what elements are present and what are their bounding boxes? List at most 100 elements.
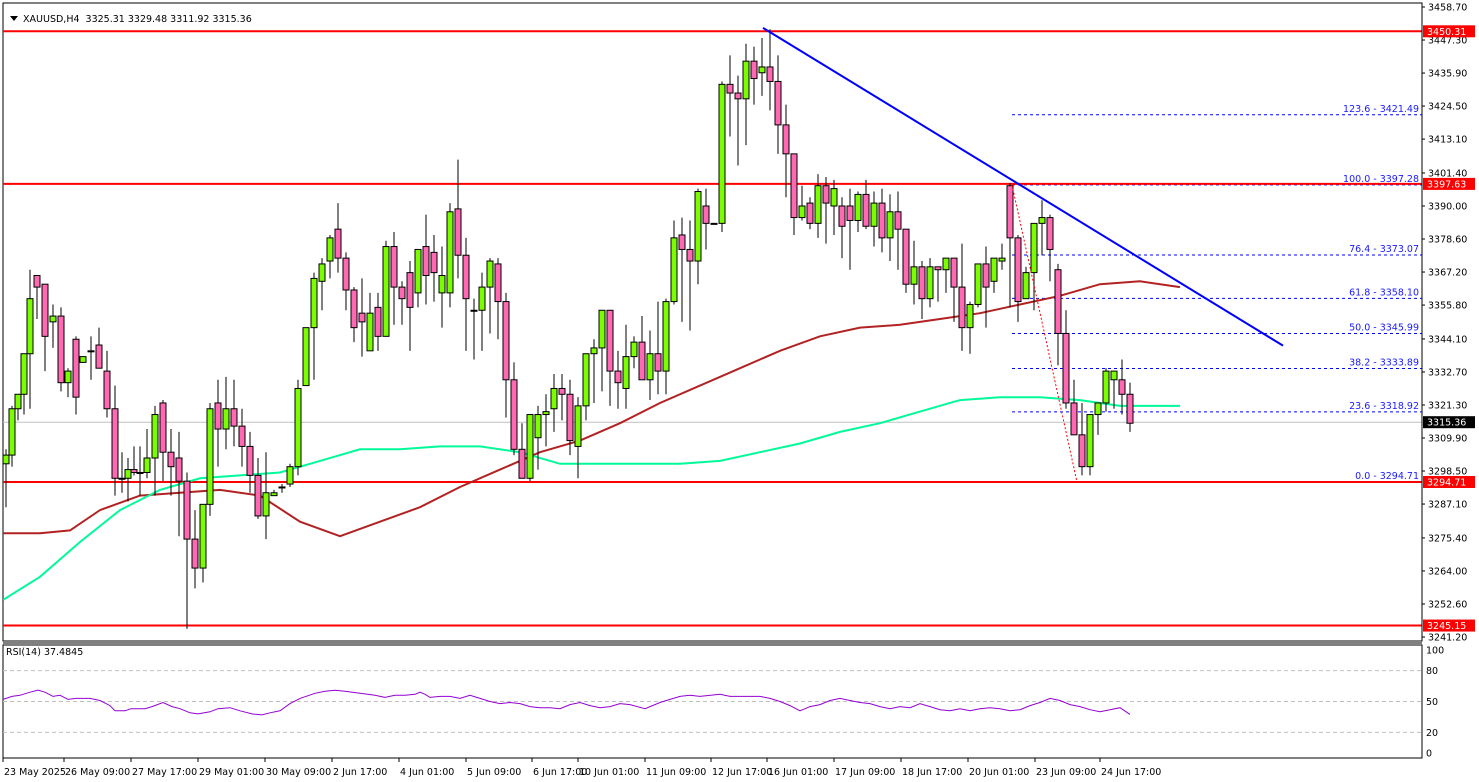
bull-candle[interactable]: [814, 185, 822, 224]
bull-candle[interactable]: [8, 408, 16, 456]
bear-candle[interactable]: [614, 370, 622, 384]
bear-candle[interactable]: [111, 408, 119, 479]
bear-candle[interactable]: [390, 246, 398, 288]
bull-candle[interactable]: [20, 353, 28, 395]
bull-candle[interactable]: [124, 469, 132, 479]
bear-candle[interactable]: [982, 263, 990, 288]
bear-candle[interactable]: [934, 266, 942, 271]
bull-candle[interactable]: [199, 503, 207, 569]
symbol-header[interactable]: XAUUSD,H4 3325.31 3329.48 3311.92 3315.3…: [4, 3, 252, 25]
bull-candle[interactable]: [646, 353, 654, 381]
bear-candle[interactable]: [894, 211, 902, 230]
bull-candle[interactable]: [622, 356, 630, 389]
bull-candle[interactable]: [1094, 402, 1102, 416]
bear-candle[interactable]: [1014, 237, 1022, 303]
bear-candle[interactable]: [822, 185, 830, 204]
bull-candle[interactable]: [870, 202, 878, 227]
bear-candle[interactable]: [350, 289, 358, 329]
bear-candle[interactable]: [72, 338, 80, 398]
bull-candle[interactable]: [446, 211, 454, 294]
bear-candle[interactable]: [95, 344, 103, 369]
bear-candle[interactable]: [454, 208, 462, 256]
bear-candle[interactable]: [462, 254, 470, 300]
bear-candle[interactable]: [638, 341, 646, 381]
bull-candle[interactable]: [1102, 370, 1110, 404]
bear-candle[interactable]: [374, 306, 382, 337]
bear-candle[interactable]: [654, 353, 662, 372]
bull-candle[interactable]: [326, 237, 334, 262]
bull-candle[interactable]: [3, 454, 10, 465]
bear-candle[interactable]: [686, 248, 694, 262]
bull-candle[interactable]: [26, 298, 34, 355]
bull-candle[interactable]: [302, 327, 310, 387]
bear-candle[interactable]: [230, 408, 238, 427]
bear-candle[interactable]: [175, 457, 183, 482]
bull-candle[interactable]: [414, 248, 422, 294]
fib-anchor-line[interactable]: [1011, 184, 1078, 483]
bear-candle[interactable]: [950, 257, 958, 288]
bear-candle[interactable]: [702, 205, 710, 224]
bear-candle[interactable]: [750, 60, 758, 80]
bear-candle[interactable]: [167, 451, 175, 468]
bull-candle[interactable]: [694, 191, 702, 262]
bull-candle[interactable]: [990, 257, 998, 282]
bull-candle[interactable]: [486, 260, 494, 288]
bear-candle[interactable]: [1054, 269, 1062, 334]
bull-candle[interactable]: [151, 414, 159, 459]
bear-candle[interactable]: [494, 263, 502, 303]
bull-candle[interactable]: [278, 486, 286, 489]
bear-candle[interactable]: [103, 370, 111, 410]
bull-candle[interactable]: [136, 471, 144, 474]
bear-candle[interactable]: [1046, 217, 1054, 250]
descending-trendline[interactable]: [762, 27, 1284, 347]
bull-candle[interactable]: [886, 211, 894, 239]
bull-candle[interactable]: [630, 341, 638, 358]
bear-candle[interactable]: [838, 205, 846, 227]
bull-candle[interactable]: [550, 387, 558, 410]
bull-candle[interactable]: [206, 408, 214, 505]
bear-candle[interactable]: [1062, 332, 1070, 404]
bull-candle[interactable]: [294, 387, 302, 468]
bear-candle[interactable]: [183, 480, 191, 540]
bear-candle[interactable]: [862, 193, 870, 227]
bear-candle[interactable]: [191, 538, 199, 569]
bull-candle[interactable]: [143, 457, 151, 473]
bear-candle[interactable]: [958, 286, 966, 329]
bear-candle[interactable]: [342, 257, 350, 291]
bull-candle[interactable]: [286, 466, 294, 485]
bull-candle[interactable]: [670, 237, 678, 303]
bear-candle[interactable]: [1070, 402, 1078, 436]
bull-candle[interactable]: [382, 246, 390, 337]
bear-candle[interactable]: [57, 315, 65, 384]
bull-candle[interactable]: [710, 222, 718, 225]
bear-candle[interactable]: [726, 83, 734, 94]
bear-candle[interactable]: [510, 379, 518, 450]
bear-candle[interactable]: [398, 286, 406, 300]
bull-candle[interactable]: [534, 414, 542, 439]
bear-candle[interactable]: [806, 202, 814, 224]
rsi-plot-area[interactable]: [2, 644, 1423, 759]
bull-candle[interactable]: [1022, 272, 1030, 300]
bear-candle[interactable]: [358, 312, 366, 323]
price-plot-area[interactable]: 161.8 - 3460.67 123.6 - 3421.49 100.0 - 33…: [2, 0, 1423, 644]
bull-candle[interactable]: [470, 309, 478, 312]
bull-candle[interactable]: [49, 315, 57, 323]
bear-candle[interactable]: [334, 228, 342, 259]
bear-candle[interactable]: [41, 283, 49, 337]
bear-candle[interactable]: [734, 92, 742, 100]
bull-candle[interactable]: [718, 83, 726, 224]
bull-candle[interactable]: [270, 492, 278, 497]
bull-candle[interactable]: [590, 347, 598, 355]
bear-candle[interactable]: [238, 425, 246, 447]
bull-candle[interactable]: [1038, 217, 1046, 224]
bear-candle[interactable]: [1126, 393, 1134, 424]
bull-candle[interactable]: [87, 350, 95, 353]
bear-candle[interactable]: [790, 153, 798, 219]
bear-candle[interactable]: [1006, 185, 1014, 239]
bull-candle[interactable]: [64, 370, 72, 384]
bull-candle[interactable]: [662, 301, 670, 372]
bear-candle[interactable]: [246, 445, 254, 476]
bull-candle[interactable]: [1110, 370, 1118, 381]
bull-candle[interactable]: [222, 408, 230, 430]
